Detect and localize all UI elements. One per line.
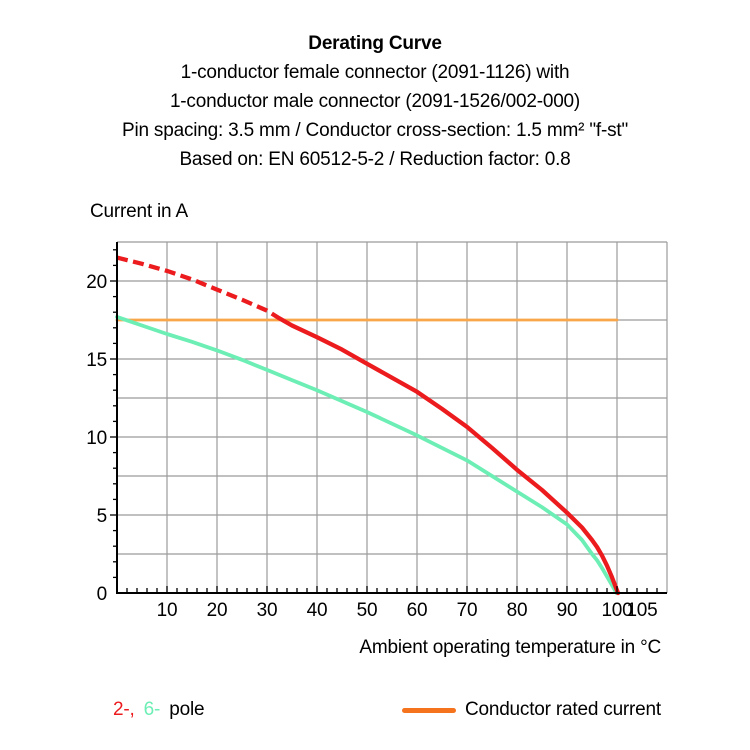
legend-6-pole: 6- [143, 699, 161, 720]
svg-text:50: 50 [357, 600, 378, 621]
svg-text:10: 10 [86, 428, 107, 449]
svg-text:60: 60 [407, 600, 428, 621]
svg-text:20: 20 [207, 600, 228, 621]
y-tick-labels: 0 5 10 15 20 [86, 272, 107, 605]
svg-text:105: 105 [626, 600, 657, 621]
axes [116, 242, 667, 594]
svg-text:10: 10 [157, 600, 178, 621]
gridlines [117, 241, 668, 593]
title-block: Derating Curve 1-conductor female connec… [0, 29, 750, 174]
series-6-pole [115, 314, 619, 595]
svg-text:5: 5 [97, 506, 107, 527]
chart-title: Derating Curve [308, 33, 442, 54]
x-axis-label: Ambient operating temperature in °C [359, 637, 661, 658]
chart-subtitle-3: Pin spacing: 3.5 mm / Conductor cross-se… [121, 120, 628, 141]
svg-text:90: 90 [557, 600, 578, 621]
legend-rated-current: Conductor rated current [401, 699, 661, 721]
svg-text:20: 20 [86, 272, 107, 293]
legend-poles: 2-, 6- pole [113, 699, 208, 721]
chart-subtitle-4: Based on: EN 60512-5-2 / Reduction facto… [179, 149, 571, 170]
chart-subtitle-2: 1-conductor male connector (2091-1526/00… [169, 91, 581, 112]
svg-text:100: 100 [601, 600, 632, 621]
svg-text:15: 15 [86, 350, 107, 371]
rated-current-swatch [401, 707, 456, 713]
legend-2-pole: 2-, [113, 699, 135, 720]
svg-text:80: 80 [507, 600, 528, 621]
series-2-pole [116, 255, 621, 596]
chart-subtitle-1: 1-conductor female connector (2091-1126)… [180, 62, 570, 83]
rated-current-label: Conductor rated current [464, 699, 661, 720]
legend-pole-suffix: pole [169, 699, 205, 720]
svg-text:70: 70 [457, 600, 478, 621]
svg-text:30: 30 [257, 600, 278, 621]
svg-text:0: 0 [97, 584, 107, 605]
y-axis-label: Current in A [90, 201, 188, 222]
svg-text:40: 40 [307, 600, 328, 621]
axis-ticks [110, 249, 658, 592]
